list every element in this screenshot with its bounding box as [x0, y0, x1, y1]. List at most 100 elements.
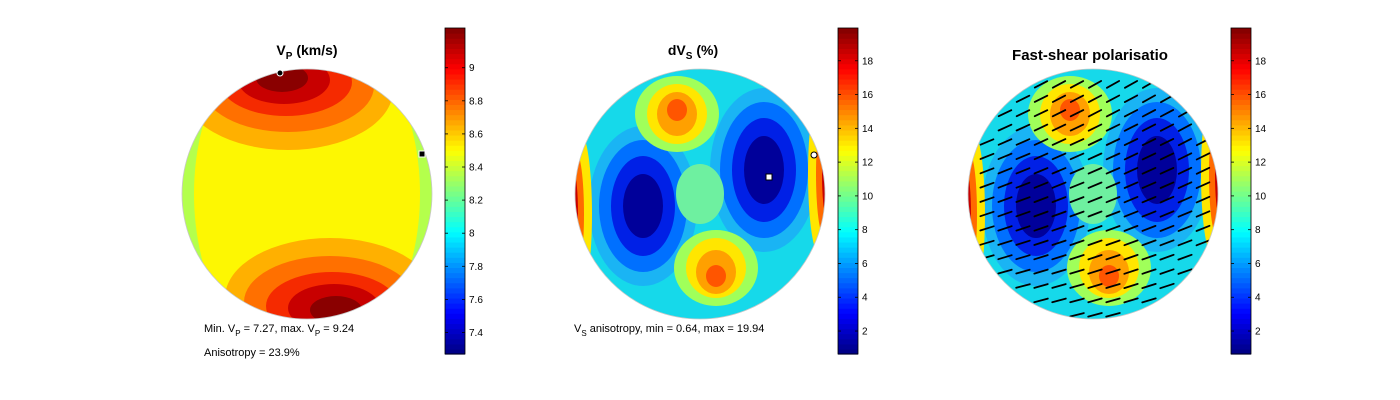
polarisation-tick: [1069, 138, 1085, 146]
polarisation-tick: [1033, 210, 1049, 218]
polarisation-tick: [1177, 123, 1193, 132]
colorbar-segment: [1231, 180, 1251, 187]
polarisation-tick: [1087, 196, 1103, 204]
colorbar-segment: [1231, 201, 1251, 207]
polarisation-tick: [1141, 152, 1157, 161]
colorbar-segment: [445, 343, 465, 350]
vp-min-marker: [418, 150, 426, 158]
colorbar-segment: [1231, 226, 1251, 233]
polarisation-tick: [1051, 196, 1067, 204]
colorbar-segment: [1231, 252, 1251, 258]
polarisation-tick: [1123, 282, 1139, 290]
polarisation-tick: [1195, 152, 1211, 161]
colorbar-segment: [445, 28, 465, 34]
polarisation-tick: [1069, 167, 1085, 175]
colorbar-segment: [838, 63, 858, 70]
colorbar-segment: [1231, 323, 1251, 330]
colorbar-segment: [1231, 318, 1251, 325]
colorbar-segment: [445, 267, 465, 274]
vp-anisotropy-label: Anisotropy = 23.9%: [204, 347, 300, 359]
polarisation-tick: [1051, 181, 1067, 189]
polarisation-tick: [1087, 312, 1103, 318]
colorbar-segment: [445, 124, 465, 131]
polarisation-tick: [1069, 123, 1085, 132]
colorbar-segment: [838, 262, 858, 268]
colorbar-segment: [838, 160, 858, 167]
polarisation-tick: [1141, 282, 1157, 290]
polarisation-tick: [979, 210, 995, 218]
colorbar-segment: [838, 165, 858, 172]
polarisation-tick: [1069, 312, 1085, 318]
colorbar-segment: [1231, 247, 1251, 253]
colorbar-tick-label: 8: [469, 229, 475, 240]
polarisation-tick: [1069, 297, 1085, 304]
colorbar-segment: [1231, 191, 1251, 197]
polarisation-colorbar: 2 4 6 8 10 12 14 16 18: [1230, 27, 1267, 355]
polarisation-tick: [997, 268, 1013, 275]
polarisation-tick: [1141, 268, 1157, 275]
polarisation-tick: [1159, 224, 1175, 232]
polarisation-tick: [1159, 137, 1175, 147]
polarisation-tick: [1177, 195, 1193, 204]
colorbar-segment: [1231, 282, 1251, 289]
colorbar-segment: [1231, 221, 1251, 228]
colorbar-segment: [1231, 292, 1251, 299]
colorbar-segment: [838, 303, 858, 309]
colorbar-segment: [838, 28, 858, 34]
colorbar-segment: [1231, 257, 1251, 263]
polarisation-tick: [1177, 268, 1193, 275]
colorbar-segment: [1231, 38, 1251, 44]
colorbar-segment: [1231, 297, 1251, 304]
colorbar-segment: [1231, 343, 1251, 350]
colorbar-segment: [838, 236, 858, 243]
polarisation-tick: [1015, 181, 1031, 189]
polarisation-tick: [979, 167, 995, 175]
polarisation-tick: [1177, 224, 1193, 232]
colorbar-segment: [1231, 277, 1251, 284]
polarisation-tick: [1105, 196, 1121, 204]
colorbar-segment: [445, 43, 465, 49]
colorbar-tick-label: 9: [469, 63, 475, 74]
colorbar-segment: [445, 73, 465, 80]
colorbar-segment: [838, 84, 858, 90]
polarisation-tick: [1015, 167, 1031, 175]
colorbar-segment: [445, 308, 465, 314]
colorbar-segment: [838, 170, 858, 177]
polarisation-tick: [1105, 312, 1121, 318]
colorbar-tick-label: 10: [862, 191, 874, 202]
polarisation-tick: [1051, 225, 1067, 232]
colorbar-segment: [838, 68, 858, 75]
colorbar-tick-label: 2: [1255, 327, 1261, 338]
colorbar-segment: [445, 99, 465, 105]
polarisation-tick: [979, 181, 995, 189]
polarisation-outline: [967, 68, 1219, 320]
colorbar-segment: [445, 109, 465, 116]
polarisation-tick: [1033, 239, 1049, 246]
colorbar-segment: [1231, 63, 1251, 70]
colorbar-segment: [838, 348, 858, 355]
polarisation-tick: [1195, 181, 1211, 190]
colorbar-segment: [1231, 338, 1251, 345]
polarisation-tick: [1177, 137, 1193, 147]
colorbar-segment: [445, 313, 465, 319]
colorbar-segment: [445, 53, 465, 60]
polarisation-tick: [1087, 152, 1103, 161]
polarisation-tick: [1159, 181, 1175, 189]
colorbar-segment: [445, 175, 465, 182]
polarisation-tick: [1033, 152, 1049, 161]
polarisation-tick: [1033, 94, 1049, 103]
colorbar-segment: [838, 272, 858, 279]
polarisation-tick: [1123, 210, 1139, 218]
colorbar-segment: [838, 58, 858, 65]
vp-pole-figure: [182, 69, 432, 319]
polarisation-tick: [1141, 224, 1157, 232]
colorbar-tick-label: 7.6: [469, 295, 483, 306]
colorbar-segment: [445, 348, 465, 355]
polarisation-tick: [997, 152, 1013, 161]
panel-vp: VP (km/s) Min. VP = 7.27, max. VP = 9.24: [181, 27, 483, 359]
polarisation-tick: [1105, 138, 1121, 146]
polarisation-tick: [1069, 268, 1085, 275]
chart-title-polarisation: Fast-shear polarisatio: [1012, 47, 1168, 64]
colorbar-segment: [838, 150, 858, 156]
polarisation-tick: [1033, 268, 1049, 275]
